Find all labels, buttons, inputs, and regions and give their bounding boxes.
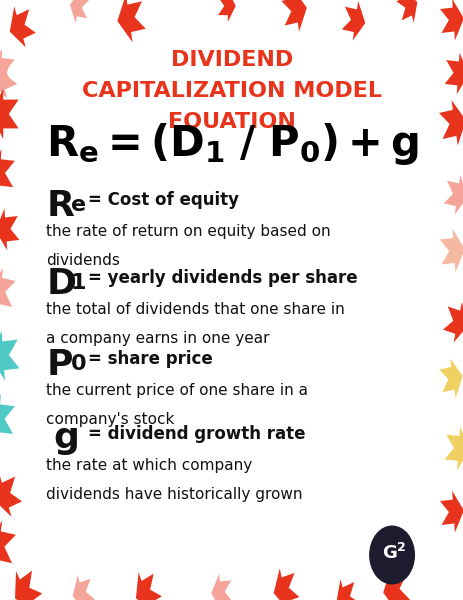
Circle shape <box>369 526 413 584</box>
Polygon shape <box>0 473 22 517</box>
Text: = dividend growth rate: = dividend growth rate <box>88 425 305 443</box>
Text: the current price of one share in a: the current price of one share in a <box>46 383 308 398</box>
Polygon shape <box>211 574 232 600</box>
Polygon shape <box>438 100 463 146</box>
Text: company's stock: company's stock <box>46 412 175 427</box>
Text: = Cost of equity: = Cost of equity <box>88 191 238 209</box>
Polygon shape <box>395 0 416 23</box>
Text: the total of dividends that one share in: the total of dividends that one share in <box>46 302 344 317</box>
Text: $\mathbf{P}$: $\mathbf{P}$ <box>46 348 73 382</box>
Polygon shape <box>439 229 463 272</box>
Polygon shape <box>10 7 36 47</box>
Text: $\mathbf{R}$: $\mathbf{R}$ <box>46 189 75 223</box>
Text: = yearly dividends per share: = yearly dividends per share <box>88 269 357 287</box>
Text: $\mathbf{R_e = (D_1\ /\ P_0) + g}$: $\mathbf{R_e = (D_1\ /\ P_0) + g}$ <box>45 121 418 167</box>
Polygon shape <box>439 491 463 532</box>
Text: $\mathbf{e}$: $\mathbf{e}$ <box>69 195 86 215</box>
Polygon shape <box>443 175 463 215</box>
Polygon shape <box>0 521 16 571</box>
Text: the rate at which company: the rate at which company <box>46 458 252 473</box>
Polygon shape <box>442 302 463 343</box>
Text: CAPITALIZATION MODEL: CAPITALIZATION MODEL <box>82 81 381 101</box>
Text: $\mathbf{0}$: $\mathbf{0}$ <box>69 354 86 374</box>
Polygon shape <box>117 0 145 43</box>
Polygon shape <box>336 579 360 600</box>
Polygon shape <box>15 571 42 600</box>
Polygon shape <box>273 568 299 600</box>
Polygon shape <box>0 58 17 98</box>
Text: dividends have historically grown: dividends have historically grown <box>46 487 302 502</box>
Polygon shape <box>438 358 462 398</box>
Polygon shape <box>0 331 19 381</box>
Text: EQUATION: EQUATION <box>168 112 295 133</box>
Text: $\mathbf{G}^{\mathbf{2}}$: $\mathbf{G}^{\mathbf{2}}$ <box>381 542 406 563</box>
Polygon shape <box>0 149 15 196</box>
Polygon shape <box>0 49 15 92</box>
Text: = share price: = share price <box>88 350 213 368</box>
Text: $\mathit{\mathbf{g}}$: $\mathit{\mathbf{g}}$ <box>53 423 78 457</box>
Text: dividends: dividends <box>46 253 120 268</box>
Polygon shape <box>0 89 19 139</box>
Polygon shape <box>341 1 364 41</box>
Text: a company earns in one year: a company earns in one year <box>46 331 269 346</box>
Polygon shape <box>382 567 409 600</box>
Polygon shape <box>444 427 463 470</box>
Polygon shape <box>444 53 463 94</box>
Text: the rate of return on equity based on: the rate of return on equity based on <box>46 224 330 239</box>
Text: $\mathbf{1}$: $\mathbf{1}$ <box>69 273 85 293</box>
Text: $\mathbf{D}$: $\mathbf{D}$ <box>46 267 76 301</box>
Polygon shape <box>0 394 15 443</box>
Polygon shape <box>281 0 306 32</box>
Polygon shape <box>136 572 162 600</box>
Polygon shape <box>439 0 463 40</box>
Polygon shape <box>0 268 16 314</box>
Polygon shape <box>218 0 235 22</box>
Text: DIVIDEND: DIVIDEND <box>170 50 293 70</box>
Polygon shape <box>0 209 19 250</box>
Polygon shape <box>70 0 89 23</box>
Polygon shape <box>73 575 95 600</box>
